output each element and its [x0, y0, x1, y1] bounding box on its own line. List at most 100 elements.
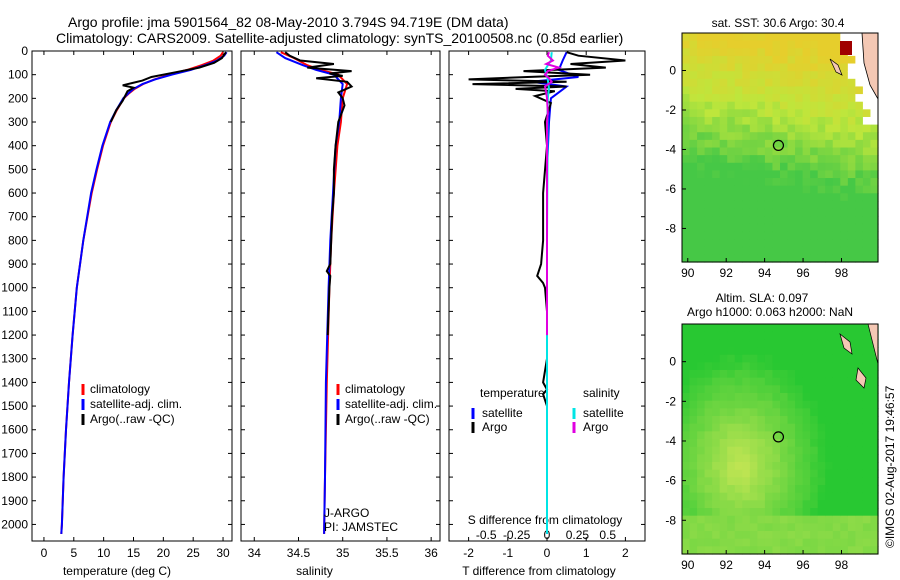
sla_map-cell — [817, 531, 826, 540]
sla_map-cell — [795, 538, 804, 547]
sla_map-cell — [825, 531, 834, 540]
figure-title-line2: Climatology: CARS2009. Satellite-adjuste… — [56, 30, 624, 46]
sla_map-cell — [704, 462, 713, 471]
sst_map-cell — [757, 147, 766, 156]
sst_map-cell — [697, 124, 706, 133]
sst_map-cell — [697, 170, 706, 179]
sla_map-cell — [847, 423, 856, 432]
sst_map-cell — [764, 254, 774, 263]
sst_map-cell — [795, 71, 804, 80]
sla_map-cell — [734, 408, 743, 417]
sla_map-cell — [825, 431, 834, 440]
sst_map-cell — [810, 162, 819, 171]
sla_map-cell — [787, 508, 796, 517]
sst_map-cell — [855, 193, 864, 202]
sst_map-cell — [795, 78, 804, 88]
sst_map-cell — [780, 40, 789, 49]
sst_map-cell — [795, 147, 804, 156]
imos-timestamp-watermark: ©IMOS 02-Aug-2017 19:46:57 — [883, 385, 897, 548]
sst_map-cell — [719, 71, 728, 80]
sla_map-cell — [802, 477, 811, 486]
sla_map-cell — [862, 515, 872, 524]
sla_map-cell — [772, 439, 781, 448]
sla_map-cell — [697, 423, 706, 432]
sla_map-cell — [802, 531, 811, 540]
sst_map-cell — [704, 63, 713, 72]
sst_map-cell — [697, 239, 706, 248]
differences-xtick-label: -2 — [463, 546, 474, 560]
sst_map-cell — [817, 55, 826, 65]
sst_map-cell — [847, 185, 856, 194]
sla_map-cell — [704, 515, 713, 524]
sla_map-cell — [810, 492, 819, 501]
sla_map-cell — [712, 385, 721, 394]
sst_map-cell — [840, 33, 849, 42]
sst_map-cell — [757, 40, 766, 49]
sla_map-cell — [810, 515, 819, 524]
differences-top-tick-label: 0.25 — [566, 528, 590, 542]
sst_map-cell — [795, 33, 804, 42]
sla_map-cell — [682, 423, 691, 432]
sst_map-cell — [780, 86, 789, 95]
sla_map-cell — [734, 515, 743, 524]
sst_map-cell — [840, 155, 849, 164]
sla_map-cell — [772, 500, 781, 509]
sla_map-cell — [742, 485, 751, 494]
sla_map-cell — [764, 385, 774, 394]
sst_map-cell — [795, 139, 804, 149]
sla_map-cell — [780, 416, 789, 425]
sla_map-cell — [832, 531, 841, 540]
sst_map-cell — [727, 94, 736, 103]
sst_map-cell — [795, 40, 804, 49]
sla_map-cell — [840, 362, 849, 371]
sla_map-cell — [757, 324, 766, 333]
sla_map-cell — [772, 354, 781, 363]
sla_map-cell — [795, 439, 804, 448]
sla_map-cell — [772, 523, 781, 532]
sla_map-cell — [764, 362, 774, 371]
sla_map-cell — [802, 462, 811, 471]
sst_map-cell — [682, 33, 691, 42]
sla_map-cell — [689, 531, 698, 540]
sla_map-cell — [787, 370, 796, 379]
sst_map-cell — [712, 239, 721, 248]
sla_map-cell — [719, 423, 728, 432]
sla_map-cell — [772, 377, 781, 386]
sla_map-cell — [727, 354, 736, 363]
sla_map-cell — [727, 446, 736, 455]
sla_map-cell — [742, 446, 751, 455]
sla_map-cell — [787, 339, 796, 348]
sla_map-cell — [802, 416, 811, 425]
sst_map-cell — [757, 239, 766, 248]
sla_map-cell — [802, 446, 811, 455]
sst_map-cell — [719, 254, 728, 263]
sla_map-cell — [749, 454, 758, 463]
sla_map-cell — [757, 462, 766, 471]
sst_map-cell — [840, 162, 849, 171]
sla_map-cell — [787, 416, 796, 425]
sla_map-cell — [787, 485, 796, 494]
sla_map-cell — [825, 339, 834, 348]
sla_map-cell — [757, 454, 766, 463]
sla_map-cell — [742, 538, 751, 547]
sla_map-cell — [749, 485, 758, 494]
sst_map-cell — [764, 132, 774, 141]
sst_map-cell — [757, 86, 766, 95]
temperature-legend-entry: climatology — [90, 382, 150, 396]
sst_map-cell — [689, 71, 698, 80]
sst_map-cell — [712, 48, 721, 57]
sst_map-cell — [749, 63, 758, 72]
sla_map-cell — [787, 400, 796, 409]
sla_map-cell — [825, 485, 834, 494]
sst_map-cell — [855, 40, 864, 49]
sst_map-cell — [870, 147, 879, 156]
sla_map-cell — [742, 477, 751, 486]
sla_map-cell — [810, 385, 819, 394]
sla_map-cell — [862, 531, 872, 540]
sla_map-cell — [749, 339, 758, 348]
sst_map-cell — [757, 223, 766, 233]
sst_map-cell — [757, 170, 766, 179]
sla_map-cell — [749, 370, 758, 379]
sst_map-cell — [772, 162, 781, 171]
sst_map-cell — [855, 178, 864, 187]
